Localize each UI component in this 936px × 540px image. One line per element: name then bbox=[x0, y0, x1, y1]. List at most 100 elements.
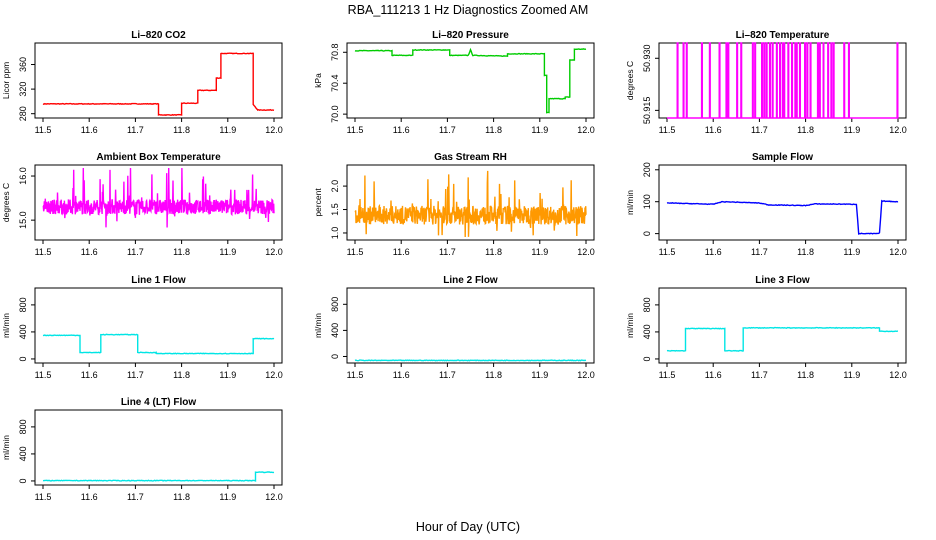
x-tick-label: 11.9 bbox=[219, 247, 236, 257]
x-tick-label: 11.5 bbox=[659, 125, 676, 135]
panel-title: Line 2 Flow bbox=[443, 275, 498, 286]
x-tick-label: 11.6 bbox=[81, 247, 98, 257]
y-axis-label: ml/min bbox=[625, 190, 635, 215]
x-tick-label: 11.6 bbox=[705, 247, 722, 257]
x-tick-label: 11.8 bbox=[485, 125, 502, 135]
panel-title: Li–820 Temperature bbox=[736, 30, 830, 41]
panel-title: Gas Stream RH bbox=[434, 152, 507, 163]
x-tick-label: 11.5 bbox=[35, 492, 52, 502]
x-tick-label: 12.0 bbox=[889, 247, 907, 257]
x-tick-label: 11.5 bbox=[347, 247, 364, 257]
y-tick-label: 320 bbox=[18, 82, 28, 97]
series-line bbox=[667, 42, 899, 119]
x-tick-label: 11.6 bbox=[393, 247, 410, 257]
plot-frame bbox=[34, 287, 283, 364]
y-tick-label: 70.0 bbox=[330, 105, 340, 123]
plot-frame bbox=[34, 409, 283, 486]
x-tick-label: 11.9 bbox=[531, 125, 548, 135]
y-tick-label: 1.0 bbox=[330, 227, 340, 240]
x-tick-label: 12.0 bbox=[265, 125, 283, 135]
y-tick-label: 50.930 bbox=[642, 45, 652, 73]
y-axis-label: ml/min bbox=[313, 313, 323, 338]
x-tick-label: 12.0 bbox=[577, 370, 595, 380]
y-axis-label: ml/min bbox=[1, 435, 11, 460]
plot-frame bbox=[346, 42, 595, 119]
x-tick-label: 11.8 bbox=[173, 247, 190, 257]
y-tick-label: 2.0 bbox=[330, 180, 340, 193]
y-tick-label: 0 bbox=[18, 356, 28, 361]
chart-panel-2: Li–820 Pressure kPa 11.5 11.6 11.7 11.8 11.9 12… bbox=[313, 30, 595, 135]
y-axis-label: degrees C bbox=[625, 61, 635, 100]
series-line bbox=[42, 167, 275, 228]
x-tick-label: 11.5 bbox=[659, 370, 676, 380]
x-tick-label: 11.5 bbox=[35, 125, 52, 135]
series-line bbox=[354, 170, 587, 238]
y-tick-label: 400 bbox=[642, 324, 652, 339]
y-axis-label: degrees C bbox=[1, 183, 11, 222]
x-tick-label: 11.6 bbox=[705, 125, 722, 135]
x-tick-label: 11.6 bbox=[705, 370, 722, 380]
y-tick-label: 360 bbox=[18, 57, 28, 72]
y-tick-label: 400 bbox=[18, 324, 28, 339]
x-tick-label: 11.7 bbox=[751, 247, 768, 257]
y-tick-label: 0 bbox=[18, 478, 28, 483]
x-tick-label: 11.7 bbox=[751, 125, 768, 135]
x-tick-label: 12.0 bbox=[265, 370, 283, 380]
y-axis-label: ml/min bbox=[1, 313, 11, 338]
y-tick-label: 0 bbox=[642, 356, 652, 361]
panel-title: Li–820 CO2 bbox=[131, 30, 186, 41]
x-tick-label: 12.0 bbox=[889, 370, 907, 380]
chart-panel-6: Sample Flow ml/min 11.5 11.6 11.7 11.8 11.9 12.… bbox=[625, 152, 907, 257]
y-tick-label: 800 bbox=[642, 297, 652, 312]
chart-panel-4: Ambient Box Temperature degrees C 11.5 11.6… bbox=[1, 152, 283, 257]
x-tick-label: 11.9 bbox=[843, 247, 860, 257]
x-tick-label: 11.6 bbox=[393, 125, 410, 135]
x-tick-label: 11.7 bbox=[439, 370, 456, 380]
y-tick-label: 70.8 bbox=[330, 44, 340, 62]
series-line bbox=[354, 359, 587, 362]
y-tick-label: 70.4 bbox=[330, 74, 340, 92]
x-tick-label: 11.7 bbox=[127, 370, 144, 380]
x-tick-label: 12.0 bbox=[577, 125, 595, 135]
plot-frame bbox=[658, 287, 907, 364]
y-tick-label: 400 bbox=[18, 446, 28, 461]
chart-panel-3: Li–820 Temperature degrees C 11.5 11.6 11.7 1… bbox=[625, 30, 907, 135]
x-tick-label: 11.8 bbox=[485, 247, 502, 257]
y-tick-label: 50.915 bbox=[642, 97, 652, 125]
panel-title: Sample Flow bbox=[752, 152, 813, 163]
y-axis-label: kPa bbox=[313, 73, 323, 88]
chart-panel-8: Line 2 Flow ml/min 11.5 11.6 11.7 11.8 11.9 12.… bbox=[313, 275, 595, 380]
x-tick-label: 11.7 bbox=[127, 247, 144, 257]
series-line bbox=[42, 471, 275, 482]
y-tick-label: 15.0 bbox=[18, 211, 28, 229]
y-tick-label: 280 bbox=[18, 106, 28, 121]
plot-frame bbox=[34, 164, 283, 241]
x-tick-label: 11.6 bbox=[81, 492, 98, 502]
plot-frame bbox=[346, 287, 595, 364]
x-tick-label: 11.9 bbox=[219, 492, 236, 502]
x-tick-label: 11.8 bbox=[797, 247, 814, 257]
y-tick-label: 400 bbox=[330, 323, 340, 338]
panel-title: Line 1 Flow bbox=[131, 275, 186, 286]
x-tick-label: 11.8 bbox=[797, 370, 814, 380]
x-tick-label: 11.5 bbox=[35, 370, 52, 380]
plot-frame bbox=[658, 164, 907, 241]
chart-panel-7: Line 1 Flow ml/min 11.5 11.6 11.7 11.8 11.9 12.… bbox=[1, 275, 283, 380]
x-tick-label: 11.7 bbox=[439, 125, 456, 135]
series-line bbox=[666, 326, 899, 352]
y-tick-label: 16.0 bbox=[18, 167, 28, 185]
y-tick-label: 800 bbox=[330, 297, 340, 312]
chart-panel-1: Li–820 CO2 Licor ppm 11.5 11.6 11.7 11.8 11.9 1… bbox=[1, 30, 283, 135]
series-line bbox=[666, 199, 899, 235]
figure-title: RBA_111213 1 Hz Diagnostics Zoomed AM bbox=[348, 3, 589, 17]
y-axis-label: percent bbox=[313, 188, 323, 217]
series-line bbox=[354, 47, 587, 114]
panels-group: Li–820 CO2 Licor ppm 11.5 11.6 11.7 11.8 11.9 1… bbox=[1, 30, 907, 502]
x-tick-label: 12.0 bbox=[889, 125, 907, 135]
panel-title: Line 4 (LT) Flow bbox=[121, 397, 197, 408]
x-tick-label: 12.0 bbox=[265, 247, 283, 257]
x-tick-label: 11.5 bbox=[35, 247, 52, 257]
chart-panel-5: Gas Stream RH percent 11.5 11.6 11.7 11.8 11.9… bbox=[313, 152, 595, 257]
x-tick-label: 11.8 bbox=[173, 125, 190, 135]
